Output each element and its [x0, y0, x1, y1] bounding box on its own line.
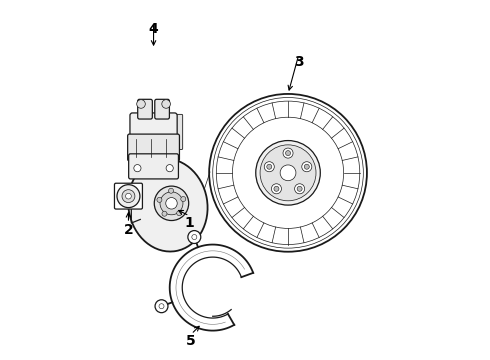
- FancyBboxPatch shape: [130, 113, 177, 144]
- Circle shape: [154, 186, 189, 221]
- Text: 2: 2: [123, 223, 133, 237]
- Circle shape: [302, 162, 312, 172]
- Circle shape: [159, 304, 164, 309]
- Text: 1: 1: [185, 216, 195, 230]
- Ellipse shape: [128, 159, 208, 252]
- FancyBboxPatch shape: [172, 114, 183, 149]
- FancyBboxPatch shape: [128, 134, 179, 161]
- Circle shape: [271, 184, 281, 194]
- Circle shape: [260, 145, 316, 201]
- FancyBboxPatch shape: [129, 154, 178, 179]
- Circle shape: [160, 192, 183, 215]
- Circle shape: [181, 197, 186, 202]
- Circle shape: [177, 211, 182, 216]
- Circle shape: [134, 165, 141, 172]
- Circle shape: [286, 150, 291, 156]
- Circle shape: [188, 231, 201, 243]
- Circle shape: [155, 300, 168, 313]
- Circle shape: [162, 211, 167, 216]
- FancyBboxPatch shape: [115, 183, 143, 209]
- Circle shape: [209, 94, 367, 252]
- Circle shape: [122, 190, 135, 203]
- Circle shape: [117, 185, 140, 208]
- Circle shape: [162, 100, 171, 108]
- Circle shape: [125, 193, 131, 199]
- Circle shape: [267, 164, 272, 169]
- Circle shape: [157, 197, 162, 202]
- Circle shape: [274, 186, 279, 191]
- Circle shape: [137, 100, 146, 108]
- FancyBboxPatch shape: [155, 99, 170, 119]
- Circle shape: [304, 164, 309, 169]
- Circle shape: [169, 188, 173, 193]
- FancyBboxPatch shape: [133, 114, 145, 149]
- Circle shape: [256, 140, 320, 205]
- Circle shape: [264, 162, 274, 172]
- FancyBboxPatch shape: [138, 99, 152, 119]
- Circle shape: [280, 165, 296, 181]
- Circle shape: [166, 165, 173, 172]
- Text: 5: 5: [186, 334, 196, 348]
- Text: 3: 3: [294, 55, 304, 69]
- Text: 4: 4: [148, 22, 158, 36]
- Circle shape: [297, 186, 302, 191]
- Circle shape: [294, 184, 305, 194]
- Circle shape: [192, 234, 197, 239]
- Circle shape: [283, 148, 293, 158]
- Circle shape: [166, 198, 177, 209]
